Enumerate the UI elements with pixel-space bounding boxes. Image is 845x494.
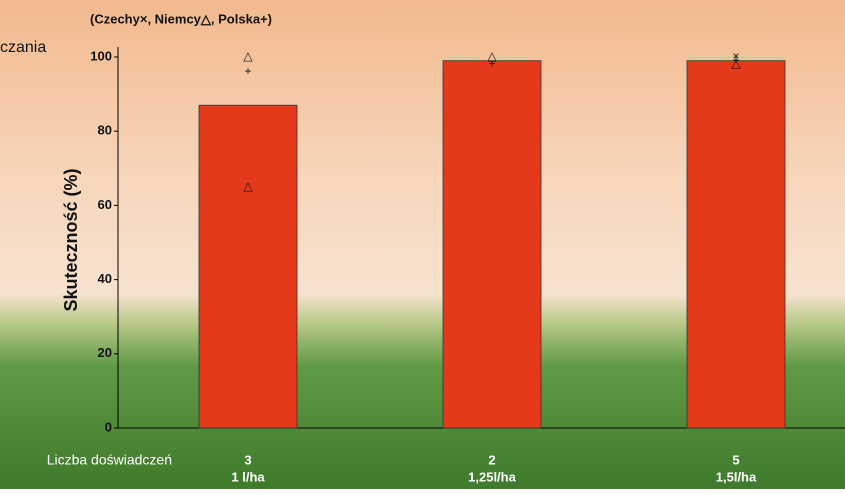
y-tick-label: 0: [105, 419, 112, 434]
x-tick-label: 2: [488, 452, 495, 467]
y-tick-label: 60: [98, 197, 112, 212]
y-tick-label: 100: [90, 48, 112, 63]
cut-text: czania: [0, 39, 46, 56]
marker: +: [732, 53, 739, 67]
x-axis-label: Liczba doświadczeń: [47, 452, 172, 468]
y-tick-label: 40: [98, 271, 112, 286]
x-tick-dose: 1 l/ha: [231, 469, 265, 484]
marker: ×: [732, 49, 739, 63]
x-tick-dose: 1,5l/ha: [716, 469, 757, 484]
bar: [198, 104, 298, 429]
marker: △: [243, 49, 253, 63]
marker: △: [487, 49, 497, 63]
x-tick-label: 5: [732, 452, 739, 467]
marker: △: [731, 57, 741, 71]
marker: △: [243, 179, 253, 193]
x-tick-dose: 1,25l/ha: [468, 469, 516, 484]
y-tick-label: 20: [98, 345, 112, 360]
x-tick-label: 3: [244, 452, 251, 467]
marker: +: [244, 64, 251, 78]
y-tick-label: 80: [98, 123, 112, 138]
bar: [686, 60, 786, 429]
bar: [442, 60, 542, 429]
marker: +: [488, 57, 495, 71]
y-axis-label: Skuteczność (%): [61, 168, 81, 311]
legend: (Czechy×, Niemcy△, Polska+): [90, 11, 272, 26]
